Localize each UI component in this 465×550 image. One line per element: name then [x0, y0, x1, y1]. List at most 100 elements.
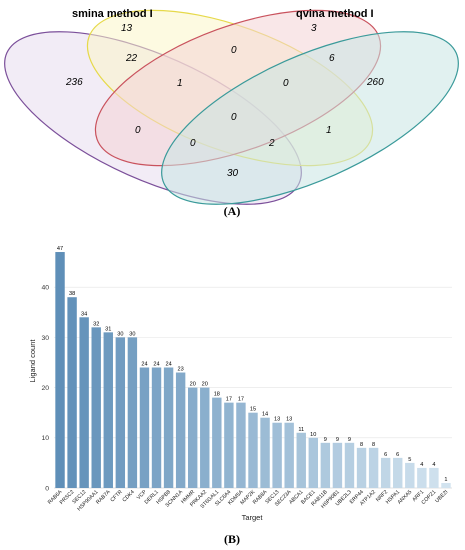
- y-tick-label: 10: [41, 435, 49, 442]
- y-axis-ticks: 0 10 20 30 40: [41, 285, 49, 493]
- bar: [67, 297, 77, 488]
- bar: [320, 442, 331, 488]
- venn-count-0-top: 0: [231, 45, 237, 56]
- venn-count-1-right: 1: [326, 125, 332, 136]
- bar-value-label: 24: [141, 362, 147, 368]
- venn-count-0-left: 0: [135, 125, 141, 136]
- bar: [139, 367, 150, 488]
- bar: [344, 442, 355, 488]
- bar: [260, 417, 270, 488]
- venn-count-0-center: 0: [231, 112, 237, 123]
- bar-value-label: 8: [360, 442, 363, 448]
- bar-value-label: 4: [432, 462, 435, 468]
- bar: [200, 387, 210, 488]
- x-axis-title: Target: [242, 513, 264, 522]
- bar: [163, 367, 174, 488]
- panel-label-b: (B): [224, 532, 240, 546]
- y-tick-label: 30: [41, 335, 49, 342]
- venn-count-3: 3: [311, 23, 317, 34]
- venn-count-236: 236: [65, 77, 83, 88]
- bars: [55, 252, 451, 488]
- bar-value-label: 8: [372, 442, 375, 448]
- bar: [79, 317, 89, 488]
- bar: [55, 252, 65, 488]
- bar: [284, 422, 294, 488]
- venn-count-0-bottom: 0: [190, 138, 196, 149]
- venn-count-1-left: 1: [177, 78, 183, 89]
- bar-value-label: 17: [238, 397, 244, 403]
- bar-value-label: 30: [129, 331, 135, 337]
- bar-value-label: 15: [250, 407, 256, 413]
- y-tick-label: 20: [41, 385, 49, 392]
- venn-diagram: smina method I qvina method I 236 13 3 2…: [4, 8, 459, 205]
- bar: [115, 337, 126, 488]
- bar: [151, 367, 162, 488]
- bar: [212, 397, 222, 488]
- bar-value-label: 23: [178, 367, 184, 373]
- venn-count-22: 22: [125, 53, 138, 64]
- bar: [441, 482, 451, 488]
- bar-value-label: 13: [274, 417, 280, 423]
- bar: [405, 462, 415, 488]
- venn-count-30: 30: [227, 168, 239, 179]
- venn-title-qvina: qvina method I: [296, 8, 374, 20]
- y-tick-label: 0: [45, 485, 49, 492]
- bar: [91, 327, 101, 488]
- bar-value-label: 24: [165, 362, 171, 368]
- bar-value-label: 6: [396, 452, 399, 458]
- bar-value-label: 10: [310, 432, 316, 438]
- bar: [127, 337, 138, 488]
- venn-count-13: 13: [121, 23, 133, 34]
- venn-count-2: 2: [268, 138, 275, 149]
- bar: [272, 422, 282, 488]
- bar-value-label: 32: [93, 321, 99, 327]
- venn-count-0-right: 0: [283, 78, 289, 89]
- bar: [417, 467, 427, 488]
- bar: [380, 457, 391, 488]
- bar-value-label: 9: [336, 437, 339, 443]
- bar-value-label: 20: [202, 382, 208, 388]
- venn-set-teal: [161, 31, 459, 205]
- bar-value-label: 18: [214, 392, 220, 398]
- bar: [103, 332, 113, 488]
- x-category-label: UBE2I: [434, 489, 449, 504]
- panel-label-a: (A): [224, 204, 241, 218]
- bar: [429, 467, 439, 488]
- bar: [368, 447, 379, 488]
- bar-value-label: 24: [153, 362, 159, 368]
- bar-value-label: 30: [117, 331, 123, 337]
- x-category-label: CFTR: [110, 489, 124, 503]
- venn-count-6: 6: [329, 53, 335, 64]
- bar: [224, 402, 234, 488]
- bar-value-label: 6: [384, 452, 387, 458]
- bar-value-label: 14: [262, 412, 268, 418]
- bar: [332, 442, 343, 488]
- bar: [393, 457, 403, 488]
- bar-value-label: 20: [190, 382, 196, 388]
- bar-value-label: 11: [298, 427, 304, 433]
- bar-value-label: 34: [81, 311, 87, 317]
- bar-value-label: 38: [69, 291, 75, 297]
- bar-value-label: 9: [348, 437, 351, 443]
- bar-value-label: 17: [226, 397, 232, 403]
- bar-value-label: 1: [444, 477, 447, 483]
- y-tick-label: 40: [41, 285, 49, 292]
- bar-value-label: 5: [408, 457, 411, 463]
- bar: [248, 412, 258, 488]
- bar-value-label: 31: [105, 326, 111, 332]
- bar: [308, 437, 319, 488]
- bar: [356, 447, 367, 488]
- y-axis-title: Ligand count: [28, 339, 37, 383]
- bar-value-label: 13: [286, 417, 292, 423]
- bar: [296, 432, 306, 488]
- x-category-label: CDK4: [122, 489, 136, 503]
- venn-title-smina: smina method I: [72, 8, 153, 20]
- x-category-label: RAB7A: [95, 489, 112, 506]
- bar: [187, 387, 198, 488]
- bar-value-label: 4: [420, 462, 423, 468]
- bar: [175, 372, 186, 488]
